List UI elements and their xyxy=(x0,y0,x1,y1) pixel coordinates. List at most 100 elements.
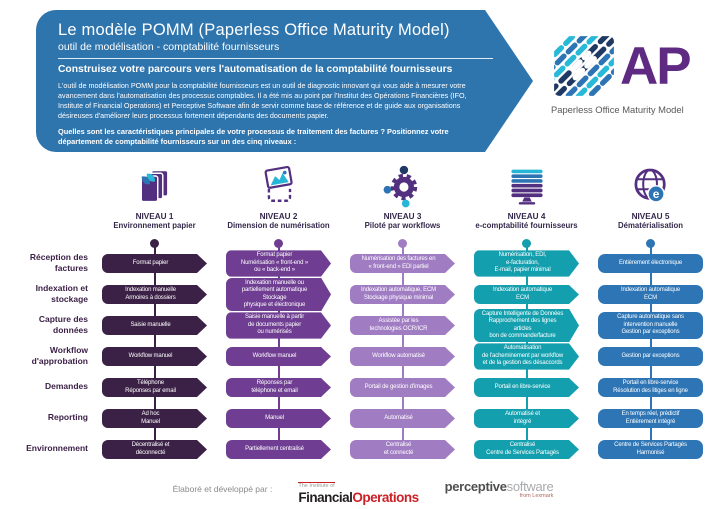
level-slots: Format papier Indexation manuelle Armoire… xyxy=(102,248,207,465)
cell-slot: Portail en libre-service Résolution des … xyxy=(598,372,703,403)
cell-slot: Décentralisé et déconnecté xyxy=(102,434,207,465)
level-column: NIVEAU 3 Piloté par workflows Numérisati… xyxy=(350,161,455,465)
cell-box: Workflow manuel xyxy=(226,347,331,366)
cell-box: Capture automatique sans intervention ma… xyxy=(598,312,703,339)
cell-slot: Portail de gestion d'images xyxy=(350,372,455,403)
cell-slot: Indexation manuelle ou partiellement aut… xyxy=(226,279,331,310)
cell-box: Saisie manuelle à partir de documents pa… xyxy=(226,312,331,338)
level-stack: Numérisation, EDI, e-facturation, E-mail… xyxy=(474,239,579,465)
connector-dot xyxy=(522,239,531,248)
cell-box: Numérisation, EDI, e-facturation, E-mail… xyxy=(474,250,579,276)
financial-operations-logo: The Institute of FinancialOperations xyxy=(298,475,419,505)
level-icon xyxy=(102,161,207,209)
globe-e-icon xyxy=(629,165,673,209)
cell-slot: Portail en libre-service xyxy=(474,372,579,403)
stacked-screen-icon xyxy=(505,165,549,209)
cell-box: Ad hoc Manuel xyxy=(102,409,207,428)
cell-box: Numérisation des factures en « front-end… xyxy=(350,254,455,273)
level-icon xyxy=(350,161,455,209)
institute-name-red: Operations xyxy=(352,489,419,505)
cell-slot: Format papier xyxy=(102,248,207,279)
cell-box: Automatisation de l'acheminement par wor… xyxy=(474,343,579,369)
cell-slot: Centralisé et connecté xyxy=(350,434,455,465)
cell-box: Automatisé xyxy=(350,409,455,428)
level-label: Dimension de numérisation xyxy=(227,221,330,230)
cell-box: Workflow manuel xyxy=(102,347,207,366)
row-labels: Réception des factures Indexation et stoc… xyxy=(20,161,96,465)
logo-acronym: AP xyxy=(620,36,692,96)
workflow-gear-icon xyxy=(381,165,425,209)
cell-slot: Téléphone Réponses par email xyxy=(102,372,207,403)
level-name: NIVEAU 5 xyxy=(631,212,670,221)
cell-box: En temps réel, prédictif Entièrement int… xyxy=(598,409,703,428)
perceptive-subtext: from Lexmark xyxy=(519,492,554,499)
institute-small-text: The Institute of xyxy=(298,481,335,489)
cell-box: Réponses par téléphone et email xyxy=(226,378,331,397)
cell-box: Partiellement centralisé xyxy=(226,440,331,459)
cell-slot: En temps réel, prédictif Entièrement int… xyxy=(598,403,703,434)
perceptive-name-light: software xyxy=(506,478,554,494)
level-slots: Numérisation des factures en « front-end… xyxy=(350,248,455,465)
connector-dot xyxy=(398,239,407,248)
cell-slot: Indexation automatique ECM xyxy=(598,279,703,310)
page-title: Le modèle POMM (Paperless Office Maturit… xyxy=(58,21,450,39)
level-label: e-comptabilité fournisseurs xyxy=(475,221,578,230)
cell-box: Décentralisé et déconnecté xyxy=(102,440,207,459)
connector-dot xyxy=(150,239,159,248)
level-header: NIVEAU 5 Dématérialisation xyxy=(598,212,703,238)
intro-paragraph: L'outil de modélisation POMM pour la com… xyxy=(58,81,467,120)
cell-slot: Automatisé xyxy=(350,403,455,434)
cell-slot: Ad hoc Manuel xyxy=(102,403,207,434)
cell-box: Format papier Numérisation « front-end »… xyxy=(226,250,331,276)
logo-pattern-icon xyxy=(551,33,617,99)
cell-box: Manuel xyxy=(226,409,331,428)
cell-slot: Entièrement électronique xyxy=(598,248,703,279)
cell-slot: Indexation automatique, ECM Stockage phy… xyxy=(350,279,455,310)
question-text: Quelles sont les caractéristiques princi… xyxy=(58,126,449,147)
cell-box: Assistée par les technologies OCR/ICR xyxy=(350,316,455,335)
cell-box: Portail de gestion d'images xyxy=(350,378,455,397)
cell-slot: Numérisation, EDI, e-facturation, E-mail… xyxy=(474,248,579,279)
cell-box: Entièrement électronique xyxy=(598,254,703,273)
cell-box: Centre de Services Partagés Harmonisé xyxy=(598,440,703,459)
cell-slot: Gestion par exceptions xyxy=(598,341,703,372)
connector-dot xyxy=(646,239,655,248)
banner-text: Construisez votre parcours vers l'automa… xyxy=(58,64,453,76)
cell-slot: Réponses par téléphone et email xyxy=(226,372,331,403)
logo-row: AP xyxy=(551,33,692,99)
cell-box: Automatisé et intégré xyxy=(474,409,579,428)
level-label: Dématérialisation xyxy=(618,221,683,230)
row-label: Workflow d'approbation xyxy=(31,345,88,366)
level-label: Piloté par workflows xyxy=(364,221,441,230)
level-stack: Format papier Numérisation « front-end »… xyxy=(226,239,331,465)
pomm-logo: AP Paperless Office Maturity Model xyxy=(551,33,692,115)
cell-box: Format papier xyxy=(102,254,207,273)
perceptive-name: perceptivesoftware xyxy=(445,480,554,493)
page-subtitle: outil de modélisation - comptabilité fou… xyxy=(58,41,280,54)
level-header: NIVEAU 3 Piloté par workflows xyxy=(350,212,455,238)
cell-slot: Numérisation des factures en « front-end… xyxy=(350,248,455,279)
cell-box: Indexation manuelle Armoires à dossiers xyxy=(102,285,207,304)
institute-name-black: Financial xyxy=(298,489,353,505)
perceptive-software-logo: perceptivesoftware from Lexmark xyxy=(445,480,554,500)
cell-slot: Partiellement centralisé xyxy=(226,434,331,465)
institute-name: FinancialOperations xyxy=(298,489,419,505)
level-icon xyxy=(226,161,331,209)
level-stack: Numérisation des factures en « front-end… xyxy=(350,239,455,465)
level-column: NIVEAU 5 Dématérialisation Entièrement é… xyxy=(598,161,703,465)
level-name: NIVEAU 4 xyxy=(507,212,546,221)
row-label: Reporting xyxy=(47,412,88,423)
level-name: NIVEAU 2 xyxy=(259,212,298,221)
cell-box: Centralisé Centre de Services Partagés xyxy=(474,440,579,459)
logo-tagline: Paperless Office Maturity Model xyxy=(551,104,684,115)
level-name: NIVEAU 1 xyxy=(135,212,174,221)
cell-slot: Format papier Numérisation « front-end »… xyxy=(226,248,331,279)
cell-slot: Automatisé et intégré xyxy=(474,403,579,434)
cell-box: Gestion par exceptions xyxy=(598,347,703,366)
level-label: Environnement papier xyxy=(113,221,196,230)
level-header: NIVEAU 1 Environnement papier xyxy=(102,212,207,238)
levels-row: NIVEAU 1 Environnement papier Format pap… xyxy=(102,161,703,465)
cell-box: Capture Intelligente de Données Rapproch… xyxy=(474,309,579,343)
footer: Élaboré et développé par : The Institute… xyxy=(0,475,726,505)
level-slots: Entièrement électronique Indexation autom… xyxy=(598,248,703,465)
